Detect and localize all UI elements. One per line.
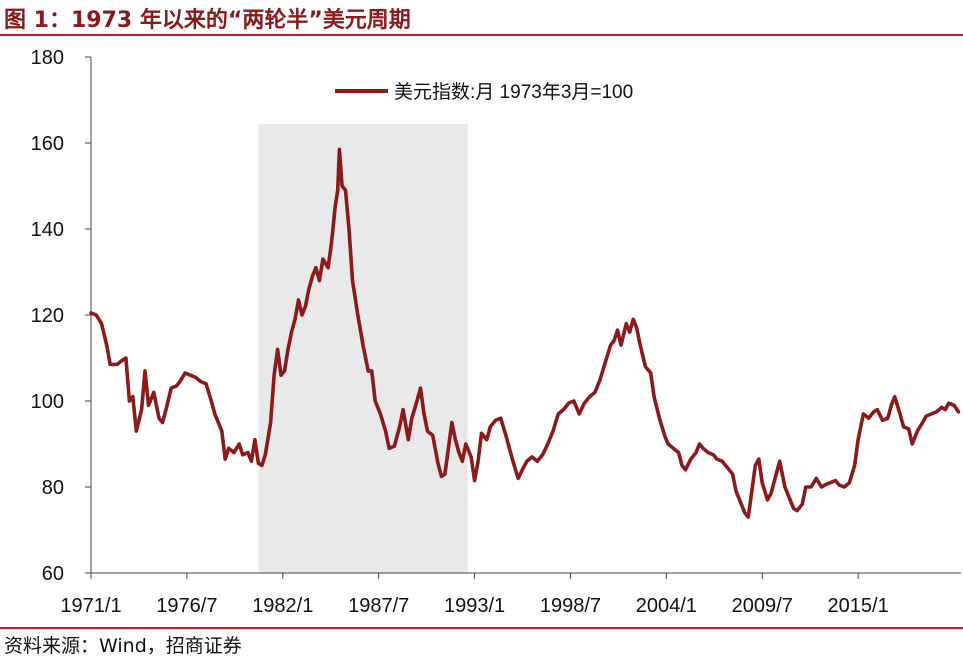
y-tick-label: 160 xyxy=(31,133,64,155)
y-tick-label: 120 xyxy=(31,305,64,327)
x-tick-label: 1971/1 xyxy=(60,595,121,617)
y-tick-label: 100 xyxy=(31,391,64,413)
series-line-1 xyxy=(89,147,961,519)
x-tick-label: 1976/7 xyxy=(156,595,217,617)
x-tick-label: 1993/1 xyxy=(444,595,505,617)
y-tick-label: 60 xyxy=(42,563,64,585)
series-layer xyxy=(89,147,961,519)
x-tick-label: 1987/7 xyxy=(348,595,409,617)
x-tick-label: 1998/7 xyxy=(540,595,601,617)
x-tick-label: 2015/1 xyxy=(828,595,889,617)
y-tick-label: 180 xyxy=(31,47,64,69)
legend: 美元指数:月 1973年3月=100 xyxy=(335,81,633,103)
footer-divider xyxy=(0,627,963,629)
x-tick-label: 2009/7 xyxy=(732,595,793,617)
source-note: 资料来源：Wind，招商证券 xyxy=(4,635,242,657)
y-tick-label: 140 xyxy=(31,219,64,241)
dollar-index-chart: 60 80 100 120 140 160 180 1971/1 1976/7 1982/1 198… xyxy=(31,47,961,617)
x-tick-label: 1982/1 xyxy=(252,595,313,617)
title-divider xyxy=(0,34,963,36)
figure-title: 图 1：1973 年以来的“两轮半”美元周期 xyxy=(4,8,411,33)
axis-layer: 60 80 100 120 140 160 180 1971/1 1976/7 1982/1 198… xyxy=(31,47,961,617)
y-tick-label: 80 xyxy=(42,477,64,499)
x-tick-label: 2004/1 xyxy=(636,595,697,617)
legend-label: 美元指数:月 1973年3月=100 xyxy=(394,81,633,103)
